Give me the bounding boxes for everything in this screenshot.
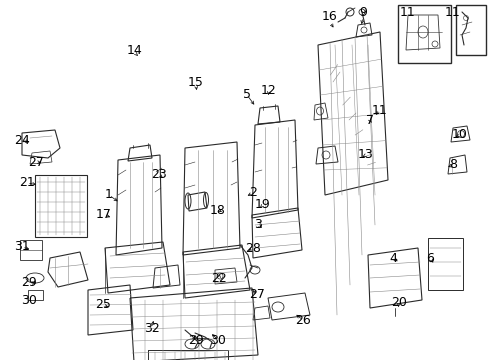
Text: 23: 23 bbox=[151, 168, 166, 181]
Text: 5: 5 bbox=[243, 89, 250, 102]
Text: 21: 21 bbox=[19, 176, 35, 189]
Text: 2: 2 bbox=[248, 186, 256, 199]
Text: 24: 24 bbox=[14, 134, 30, 147]
Text: 8: 8 bbox=[448, 158, 456, 171]
Text: 15: 15 bbox=[188, 76, 203, 89]
Text: 30: 30 bbox=[21, 293, 37, 306]
Bar bbox=[397, 5, 450, 63]
Text: 20: 20 bbox=[390, 296, 406, 309]
Text: 1: 1 bbox=[105, 189, 113, 202]
Text: 7: 7 bbox=[365, 113, 373, 126]
Text: 11: 11 bbox=[399, 5, 415, 18]
Text: 11: 11 bbox=[444, 5, 460, 18]
Bar bbox=[35, 175, 87, 237]
Text: 4: 4 bbox=[388, 252, 396, 265]
Text: 30: 30 bbox=[210, 333, 225, 346]
Text: 3: 3 bbox=[254, 219, 262, 231]
Text: 14: 14 bbox=[127, 44, 142, 57]
Text: 10: 10 bbox=[451, 129, 467, 141]
Text: 27: 27 bbox=[28, 156, 44, 168]
Bar bbox=[427, 238, 462, 290]
Text: 22: 22 bbox=[211, 271, 226, 284]
Text: 26: 26 bbox=[295, 314, 310, 327]
Text: 18: 18 bbox=[210, 203, 225, 216]
Text: 11: 11 bbox=[371, 104, 387, 117]
Text: 9: 9 bbox=[358, 5, 366, 18]
Text: 29: 29 bbox=[188, 333, 203, 346]
Bar bbox=[28, 290, 43, 300]
Text: 16: 16 bbox=[322, 10, 337, 23]
Text: 12: 12 bbox=[261, 84, 276, 96]
Text: 28: 28 bbox=[244, 242, 261, 255]
Bar bbox=[148, 350, 227, 360]
Bar bbox=[20, 240, 42, 260]
Bar bbox=[455, 5, 485, 55]
Text: 13: 13 bbox=[357, 148, 373, 162]
Text: 29: 29 bbox=[21, 276, 37, 289]
Text: 31: 31 bbox=[14, 240, 30, 253]
Text: 19: 19 bbox=[255, 198, 270, 211]
Text: 32: 32 bbox=[144, 321, 160, 334]
Text: 17: 17 bbox=[96, 208, 112, 221]
Text: 27: 27 bbox=[248, 288, 264, 302]
Text: 6: 6 bbox=[425, 252, 433, 265]
Text: 25: 25 bbox=[95, 298, 111, 311]
